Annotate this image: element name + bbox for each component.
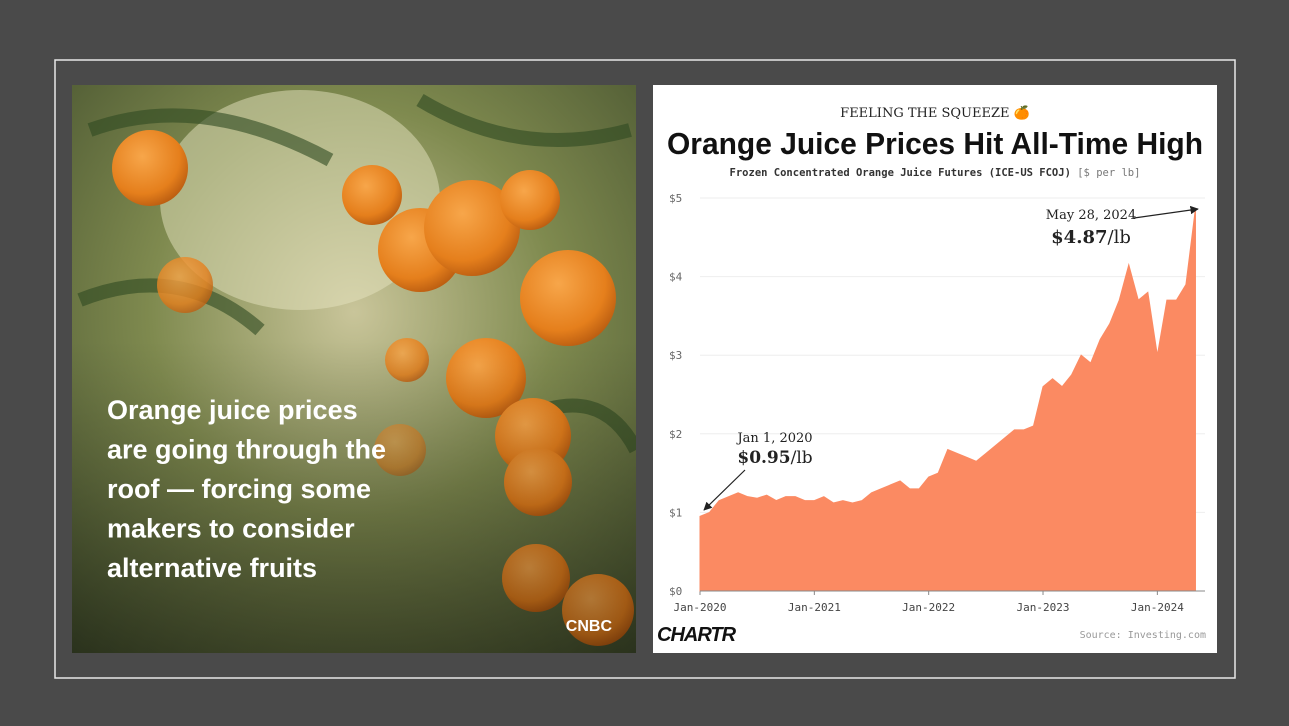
x-tick-label: Jan-2022 [902,601,955,614]
caption-line: roof — forcing some [107,474,371,504]
y-tick-label: $1 [669,506,682,519]
chart-brand: CHARTR [657,624,737,646]
chart-subtitle-line: Frozen Concentrated Orange Juice Futures… [730,167,1141,179]
caption-line: Orange juice prices [107,395,358,425]
chart-subtitle: Frozen Concentrated Orange Juice Futures… [730,167,1071,179]
chart-title: Orange Juice Prices Hit All-Time High [667,126,1203,161]
photo-brand: CNBC [566,618,613,635]
annotation-date: Jan 1, 2020 [735,431,812,446]
caption-line: makers to consider [107,514,355,544]
x-tick-label: Jan-2020 [674,601,727,614]
y-tick-label: $3 [669,349,682,362]
chart-source: Source: Investing.com [1080,630,1206,641]
caption-line: are going through the [107,435,386,465]
photo [72,85,636,653]
annotation-arrow [1133,205,1199,219]
annotation-price-line: $4.87/lb [1051,227,1131,248]
unit-note: [$ per lb] [1077,167,1140,179]
frame [54,59,1236,679]
y-tick-label: $0 [669,585,682,598]
annotation-price-line: $0.95/lb [737,448,812,468]
annotation-price: $0.95 [737,448,790,468]
annotation-date: May 28, 2024 [1046,208,1136,223]
plot: $0 $1 $2 $3 $4 $5 Jan-2020 Jan-2021 Jan-2022 Jan-… [669,192,1205,614]
annotation-unit: /lb [791,448,813,468]
chart-kicker: FEELING THE SQUEEZE 🍊 [840,105,1030,121]
annotation-unit: /lb [1108,227,1131,248]
x-tick-label: Jan-2024 [1131,601,1184,614]
photo-shade [72,85,636,653]
y-tick-label: $5 [669,192,682,205]
y-tick-label: $2 [669,428,682,441]
photo-caption: Orange juice prices are going through the… [107,395,386,583]
caption-line: alternative fruits [107,553,317,583]
x-tick-label: Jan-2021 [788,601,841,614]
y-tick-label: $4 [669,271,683,284]
area [699,208,1196,592]
annotation-price: $4.87 [1051,227,1107,248]
x-tick-label: Jan-2023 [1017,601,1070,614]
annotation-arrow [703,469,746,511]
